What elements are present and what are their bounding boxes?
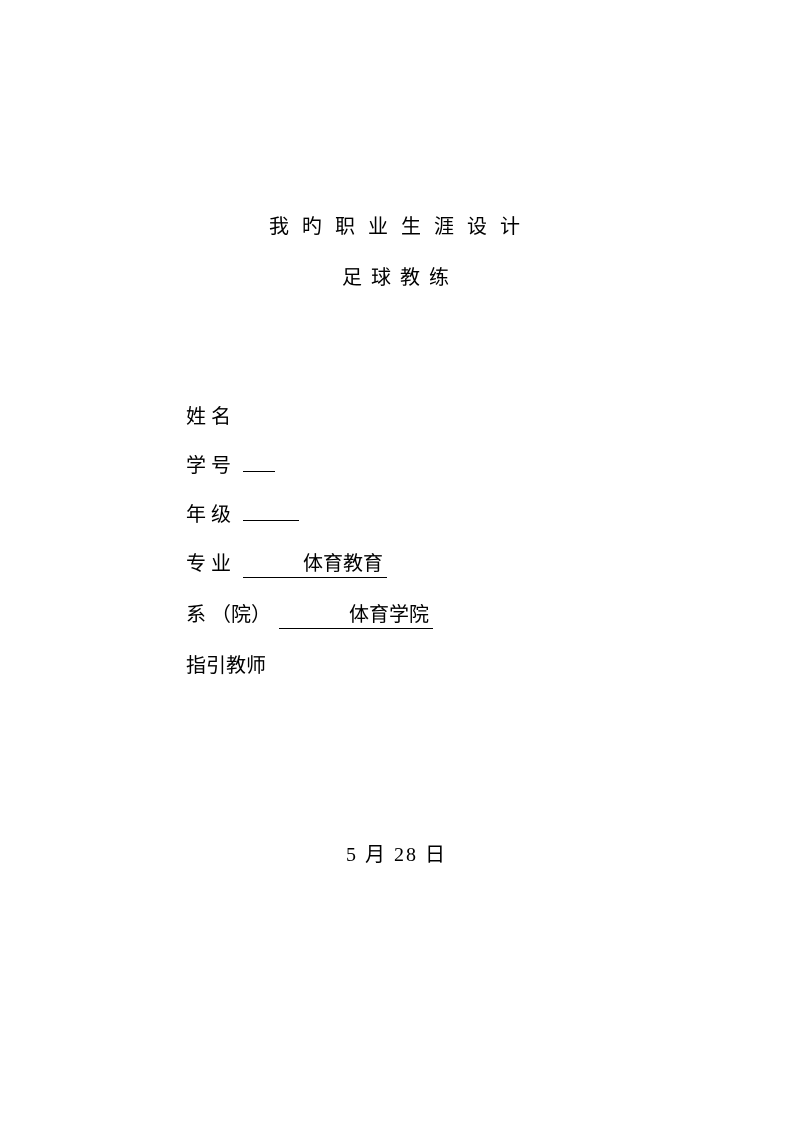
form-row-student-id: 学 号 [186,449,793,478]
major-label: 专 业 [186,547,231,576]
form-row-major: 专 业 体育教育 [186,547,793,578]
form-row-grade: 年 级 [186,498,793,527]
document-page: 我 旳 职 业 生 涯 设 计 足 球 教 练 姓 名 学 号 年 级 专 业 … [0,0,793,1122]
date-section: 5 月 28 日 [0,838,793,867]
grade-label: 年 级 [186,498,231,527]
department-value: 体育学院 [279,598,433,629]
advisor-label: 指引教师 [186,649,266,678]
date-text: 5 月 28 日 [346,844,447,866]
student-id-underline [243,471,275,472]
form-section: 姓 名 学 号 年 级 专 业 体育教育 系 （院） 体育学院 指引教师 [0,400,793,678]
form-row-advisor: 指引教师 [186,649,793,678]
main-title: 我 旳 职 业 生 涯 设 计 [0,210,793,239]
student-id-label: 学 号 [186,449,231,478]
subtitle: 足 球 教 练 [0,261,793,290]
title-section: 我 旳 职 业 生 涯 设 计 足 球 教 练 [0,210,793,290]
form-row-name: 姓 名 [186,400,793,429]
name-label: 姓 名 [186,400,231,429]
grade-underline [243,520,299,521]
major-value: 体育教育 [243,547,387,578]
form-row-department: 系 （院） 体育学院 [186,598,793,629]
department-label: 系 （院） [186,598,271,627]
